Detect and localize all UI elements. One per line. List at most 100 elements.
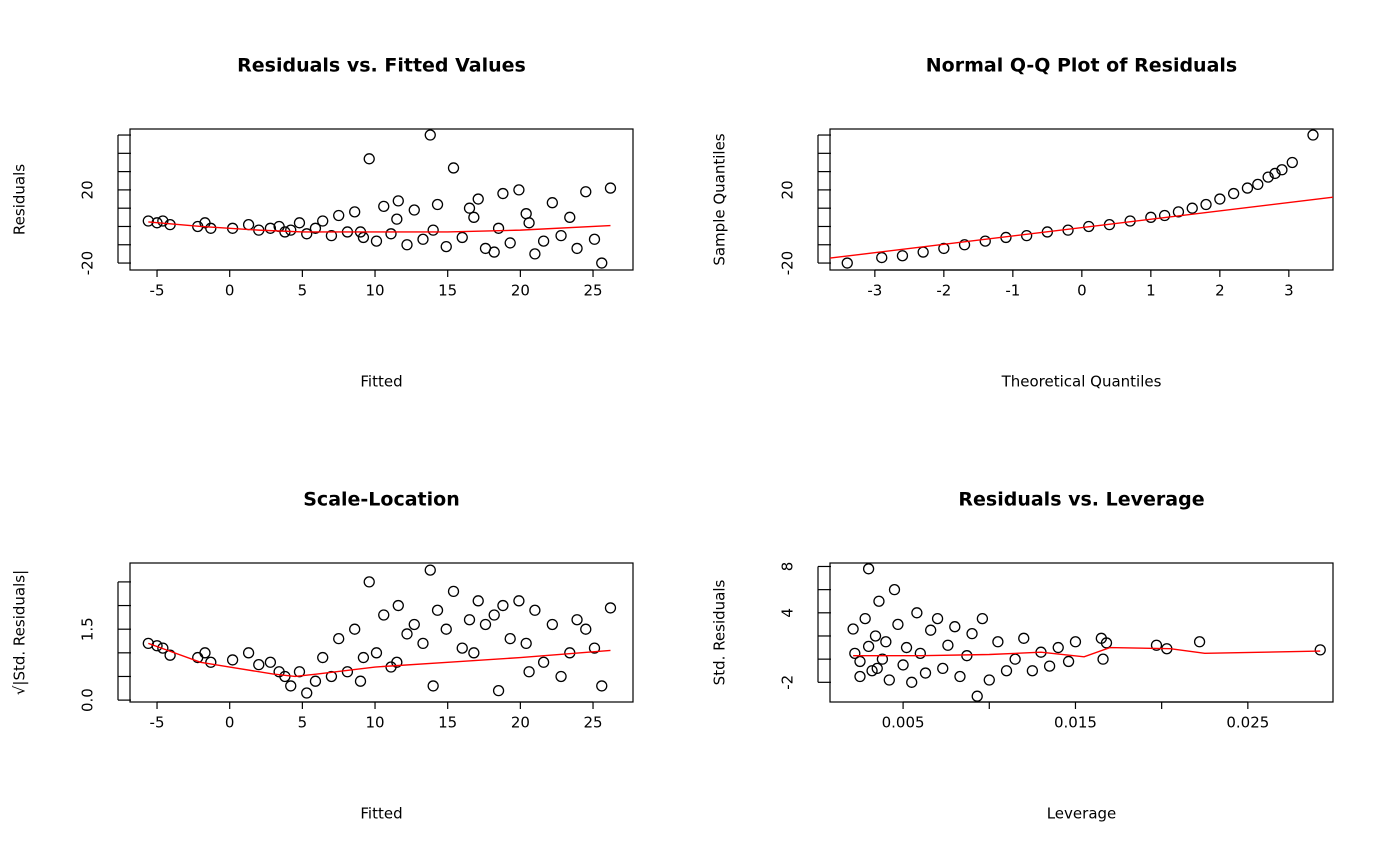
point	[417, 637, 429, 650]
x-tick-label: 25	[583, 282, 602, 300]
point	[1052, 641, 1064, 654]
point	[949, 621, 961, 633]
point	[859, 612, 871, 625]
point	[349, 623, 361, 635]
x-tick-label: 10	[365, 714, 384, 732]
point	[588, 233, 601, 245]
point	[385, 228, 397, 240]
point	[488, 609, 500, 621]
point	[1062, 655, 1075, 668]
x-tick-label: 0	[225, 282, 235, 300]
y-tick-label: 0.0	[79, 688, 97, 712]
point	[546, 197, 558, 209]
point	[363, 153, 375, 165]
point	[1069, 636, 1082, 648]
point	[925, 624, 937, 636]
point	[424, 129, 436, 141]
point	[883, 674, 895, 686]
smooth-line	[853, 646, 1321, 658]
y-axis-label: Sample Quantiles	[711, 133, 729, 265]
x-axis-label: Leverage	[1047, 805, 1117, 823]
point	[1158, 209, 1171, 222]
point	[1018, 632, 1030, 644]
y-axis-label: Std. Residuals	[711, 580, 729, 686]
point	[871, 662, 883, 675]
point	[1000, 665, 1013, 677]
point	[317, 651, 329, 664]
smooth-line	[148, 642, 611, 678]
point	[523, 217, 535, 229]
point	[357, 651, 370, 664]
point	[417, 233, 429, 245]
plot-box	[129, 562, 634, 703]
point	[873, 595, 885, 607]
panel: Residuals vs. Leverage Leverage Std. Resid…	[711, 489, 1334, 823]
x-tick-label: 0.025	[1226, 714, 1269, 732]
point	[880, 636, 892, 648]
point	[1026, 665, 1039, 677]
point	[1269, 167, 1281, 180]
point	[546, 618, 558, 631]
point	[468, 211, 480, 223]
point	[293, 217, 306, 229]
point	[427, 680, 439, 692]
point	[285, 224, 297, 236]
x-tick-label: -5	[150, 714, 165, 732]
point	[961, 650, 973, 662]
point	[1097, 653, 1109, 665]
x-tick-label: 0.015	[1054, 714, 1097, 732]
y-tick-label: 20	[79, 180, 97, 199]
point	[333, 632, 345, 645]
point	[876, 251, 888, 264]
point	[431, 604, 444, 616]
point	[431, 198, 444, 211]
x-tick-label: 0	[225, 714, 235, 732]
point	[301, 687, 313, 699]
point	[151, 640, 163, 652]
panel-title: Residuals vs. Fitted Values	[237, 55, 526, 77]
x-tick-label: 20	[511, 282, 530, 300]
point	[966, 628, 978, 640]
point	[354, 675, 367, 687]
point	[588, 642, 601, 654]
point	[897, 659, 909, 671]
x-tick-label: -5	[150, 282, 165, 300]
point	[497, 187, 509, 200]
y-axis-label: Residuals	[11, 164, 29, 235]
point	[992, 636, 1004, 648]
point	[401, 628, 413, 640]
point	[309, 675, 322, 687]
x-tick-label: 3	[1284, 282, 1294, 300]
y-tick-label: -2	[779, 675, 797, 690]
x-tick-label: 15	[438, 714, 457, 732]
panel-title: Scale-Location	[303, 489, 459, 511]
point	[199, 647, 211, 659]
plot-box	[129, 128, 634, 271]
point	[468, 647, 480, 659]
point	[1276, 164, 1288, 176]
point	[523, 666, 535, 678]
point	[253, 658, 265, 671]
point	[392, 599, 404, 612]
point	[488, 246, 500, 258]
point	[513, 184, 525, 196]
point	[1314, 644, 1326, 656]
point	[513, 595, 525, 607]
x-axis-label: Fitted	[360, 805, 402, 823]
point	[911, 607, 923, 619]
point	[1100, 637, 1113, 649]
x-tick-label: 2	[1215, 282, 1225, 300]
point	[917, 246, 929, 258]
point	[942, 639, 954, 651]
point	[285, 680, 297, 692]
point	[529, 604, 541, 616]
x-tick-label: 10	[365, 282, 384, 300]
point	[571, 614, 583, 626]
point	[937, 662, 949, 675]
point	[896, 250, 909, 262]
point	[408, 618, 420, 631]
point	[456, 231, 468, 244]
point	[1193, 636, 1206, 648]
point	[931, 612, 944, 625]
